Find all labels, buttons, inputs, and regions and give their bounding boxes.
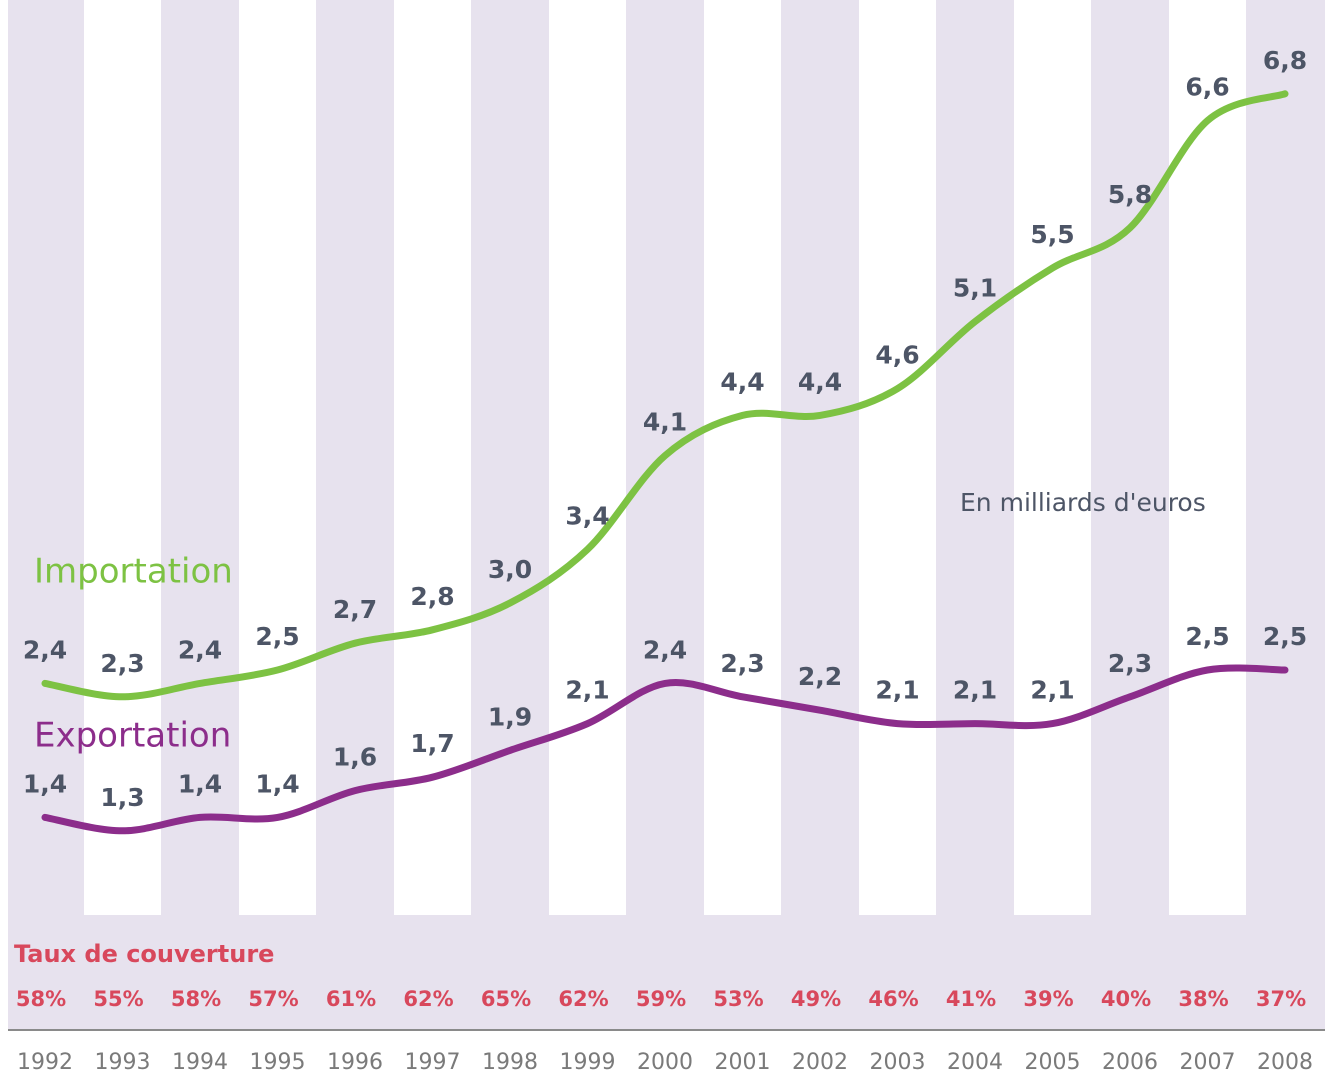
coverage-rate: 53% [713,987,763,1011]
x-tick-label: 2003 [870,1050,926,1075]
data-label: 1,4 [23,769,67,798]
data-label: 2,5 [255,622,299,651]
data-label: 1,4 [178,769,222,798]
data-label: 5,1 [953,274,997,303]
coverage-rate: 38% [1178,987,1228,1011]
x-tick-label: 1993 [95,1050,151,1075]
x-tick-label: 1998 [482,1050,538,1075]
data-label: 4,4 [798,367,842,396]
coverage-rate: 37% [1256,987,1306,1011]
data-label: 2,3 [1108,649,1152,678]
annotation: En milliards d'euros [960,488,1206,517]
x-tick-label: 1999 [560,1050,616,1075]
coverage-rate: 58% [16,987,66,1011]
coverage-rate: 65% [481,987,531,1011]
line [41,90,1289,701]
data-label: 2,1 [875,676,919,705]
data-label: 2,5 [1263,622,1307,651]
x-tick-label: 2007 [1180,1050,1236,1075]
data-label: 2,5 [1185,622,1229,651]
data-label: 2,4 [643,635,687,664]
x-tick-label: 2008 [1257,1050,1313,1075]
stripe [1169,0,1246,915]
coverage-rate: 58% [171,987,221,1011]
data-label: 2,2 [798,662,842,691]
data-label: 1,4 [255,769,299,798]
x-tick-label: 2006 [1102,1050,1158,1075]
coverage-rate: 59% [636,987,686,1011]
coverage-title: Taux de couverture [14,940,274,968]
x-tick-label: 1996 [327,1050,383,1075]
data-label: 2,1 [953,676,997,705]
coverage-rate: 46% [868,987,918,1011]
data-label: 1,9 [488,702,532,731]
data-label: 3,4 [565,501,609,530]
legend-label: Exportation [34,716,231,756]
coverage-rate: 57% [248,987,298,1011]
data-label: 3,0 [488,555,532,584]
data-label: 4,4 [720,367,764,396]
data-label: 1,6 [333,743,377,772]
stripe [704,0,781,915]
data-label: 2,3 [100,649,144,678]
coverage-rate: 55% [93,987,143,1011]
x-tick-label: 2000 [637,1050,693,1075]
data-label: 4,6 [875,341,919,370]
coverage-rate: 49% [791,987,841,1011]
data-label: 2,3 [720,649,764,678]
data-label: 5,5 [1030,220,1074,249]
x-tick-label: 2004 [947,1050,1003,1075]
stripe [859,0,936,915]
coverage-rate: 62% [558,987,608,1011]
data-label: 1,7 [410,729,454,758]
background [8,0,1325,1030]
x-tick-label: 1997 [405,1050,461,1075]
coverage-rate: 39% [1023,987,1073,1011]
data-label: 6,8 [1263,46,1307,75]
coverage-rate: 41% [946,987,996,1011]
data-label: 4,1 [643,408,687,437]
legend-label: Importation [34,552,233,592]
coverage-rate: 40% [1101,987,1151,1011]
line [41,664,1289,835]
x-tick-label: 1992 [17,1050,73,1075]
data-label: 2,4 [178,635,222,664]
data-label: 6,6 [1185,73,1229,102]
data-label: 2,1 [565,676,609,705]
data-label: 2,1 [1030,676,1074,705]
x-tick-label: 2001 [715,1050,771,1075]
stripe [1014,0,1091,915]
stripe [549,0,626,915]
data-label: 5,8 [1108,180,1152,209]
data-label: 2,4 [23,635,67,664]
data-label: 1,3 [100,783,144,812]
stripe [394,0,471,915]
data-label: 2,8 [410,582,454,611]
data-label: 2,7 [333,595,377,624]
x-tick-label: 1995 [250,1050,306,1075]
x-tick-label: 2005 [1025,1050,1081,1075]
coverage-rate: 62% [403,987,453,1011]
coverage-rate: 61% [326,987,376,1011]
x-tick-label: 2002 [792,1050,848,1075]
stripe [239,0,316,915]
stripe [84,0,161,915]
x-tick-label: 1994 [172,1050,228,1075]
